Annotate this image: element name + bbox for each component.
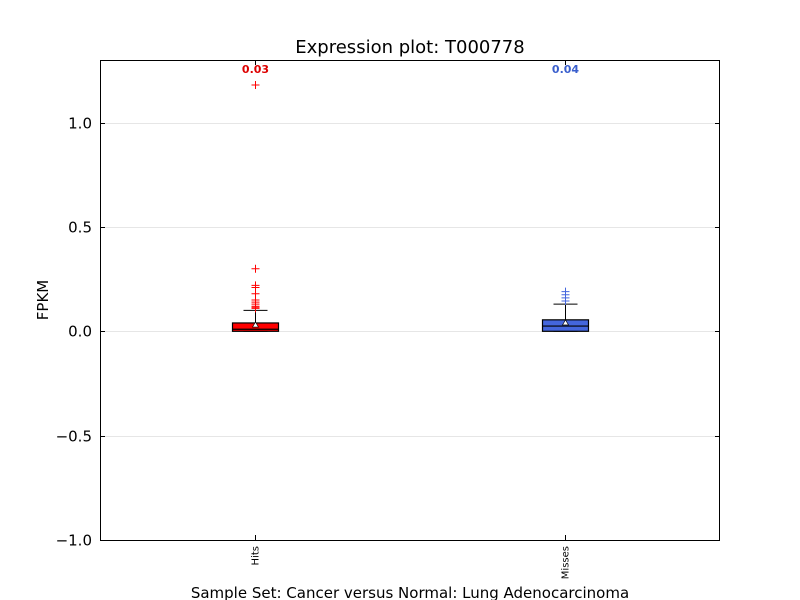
mean-marker (251, 321, 260, 328)
median-annotation: 0.03 (242, 63, 269, 76)
y-gridlines (100, 123, 720, 541)
outlier-point (251, 304, 260, 313)
chart-title: Expression plot: T000778 (295, 37, 524, 58)
y-tick-label: 0.5 (68, 219, 92, 237)
box-misses: 0.04 (541, 63, 590, 332)
plot-frame (100, 60, 720, 541)
box-marks: 0.03 0.04 (231, 63, 590, 332)
y-tick-label: −1.0 (56, 532, 92, 550)
outlier-point (251, 264, 260, 273)
y-tick-label: 1.0 (68, 115, 92, 133)
outlier-point (251, 81, 260, 90)
x-tick-label: Hits (251, 546, 262, 565)
y-tick-label: 0.0 (68, 323, 92, 341)
mean-marker (561, 319, 570, 326)
axis-ticks: 1.0 0.5 0.0 −0.5 −1.0 Hits Misses (56, 60, 720, 579)
median-annotation: 0.04 (552, 63, 579, 76)
x-axis-label: Sample Set: Cancer versus Normal: Lung A… (191, 584, 629, 600)
y-tick-label: −0.5 (56, 428, 92, 446)
y-axis-label: FPKM (34, 280, 52, 320)
x-tick-label: Misses (561, 546, 572, 579)
box-hits: 0.03 (231, 63, 280, 332)
outlier-point (561, 297, 570, 306)
